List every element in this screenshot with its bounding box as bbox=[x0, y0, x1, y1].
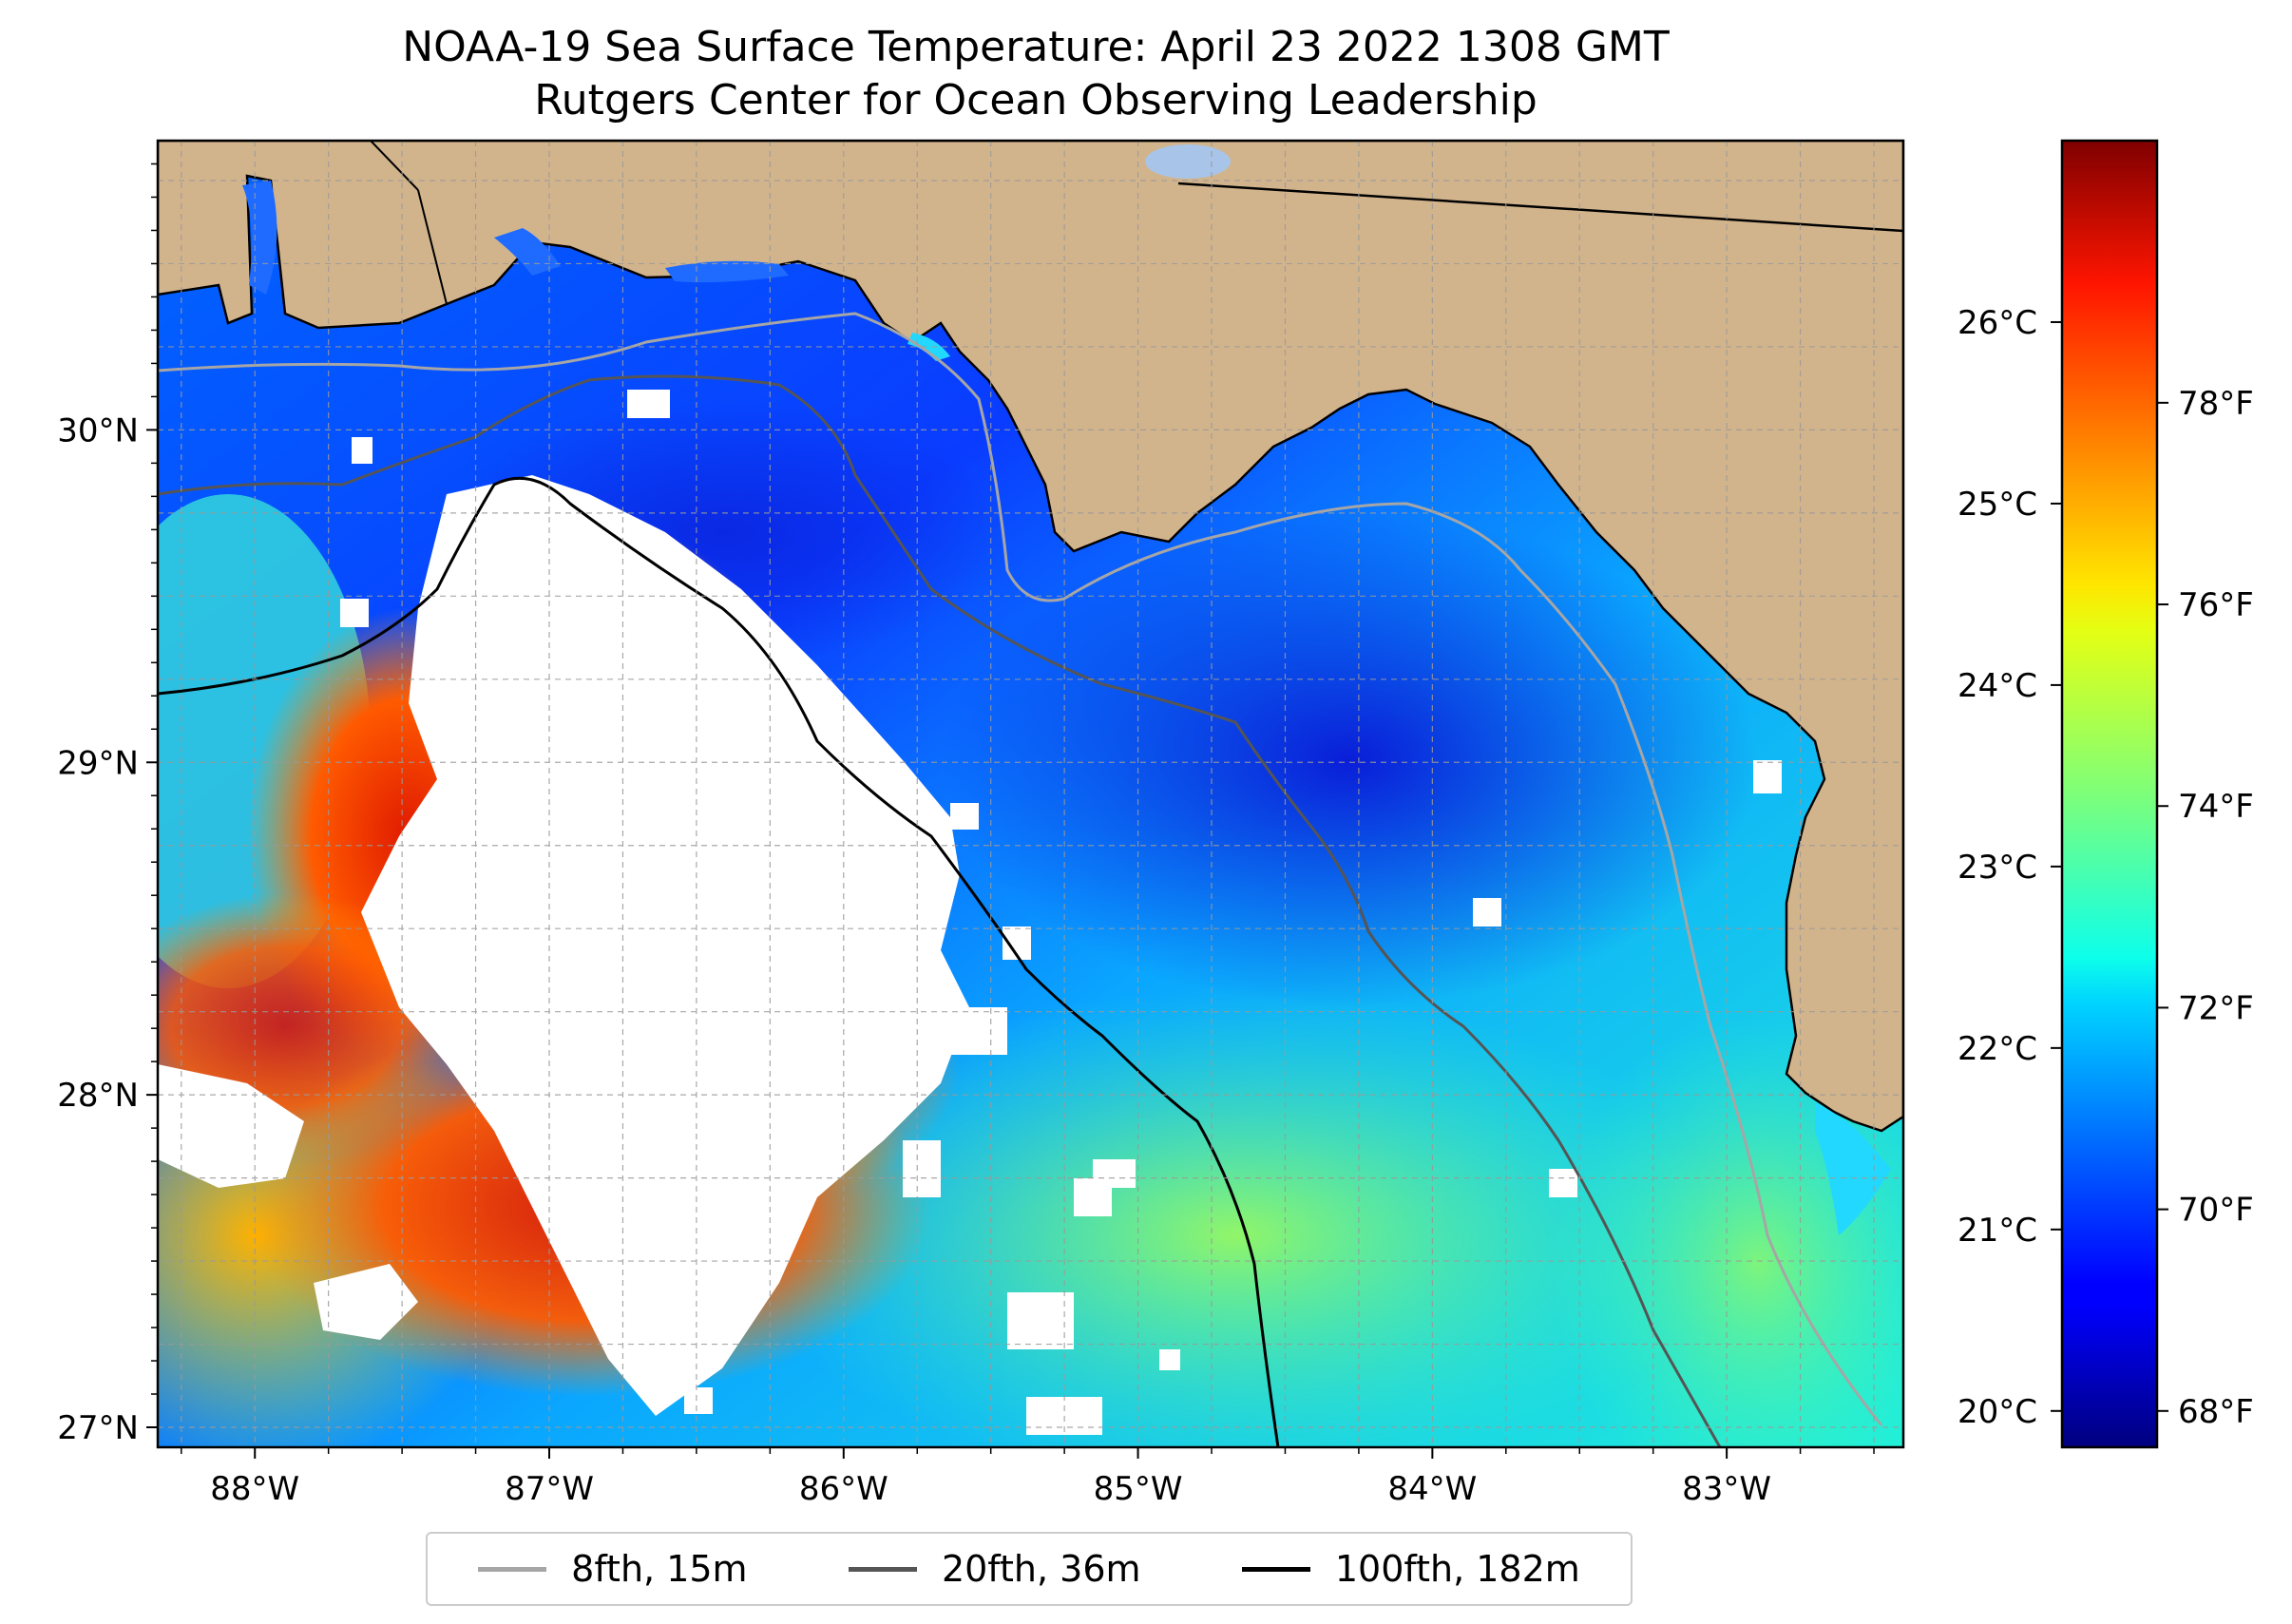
colorbar bbox=[2060, 139, 2159, 1449]
map-subtitle: Rutgers Center for Ocean Observing Leade… bbox=[534, 76, 1538, 124]
depth-contour-legend: 8fth, 15m 20fth, 36m 100fth, 182m bbox=[426, 1532, 1633, 1606]
legend-line-100fth bbox=[1241, 1566, 1310, 1572]
latitude-axis: 30°N 29°N 28°N 27°N bbox=[57, 162, 158, 1447]
celsius-tick-label: 21°C bbox=[1958, 1212, 2037, 1250]
map-frame bbox=[156, 139, 1905, 1449]
legend-line-20fth bbox=[848, 1566, 917, 1572]
fahrenheit-tick-label: 74°F bbox=[2178, 788, 2254, 826]
lon-tick-label: 88°W bbox=[210, 1470, 299, 1508]
contour-8fth bbox=[158, 312, 1883, 1426]
lat-tick-label: 27°N bbox=[57, 1409, 139, 1447]
celsius-tick-label: 24°C bbox=[1958, 667, 2037, 705]
celsius-tick-label: 22°C bbox=[1958, 1030, 2037, 1068]
colorbar-fahrenheit-axis: 68°F 70°F 72°F 74°F 76°F 78°F bbox=[2157, 385, 2254, 1431]
map-title: NOAA-19 Sea Surface Temperature: April 2… bbox=[402, 23, 1670, 71]
land-mass bbox=[158, 141, 1903, 1133]
legend-label-20fth: 20fth, 36m bbox=[941, 1548, 1141, 1590]
lon-tick-label: 87°W bbox=[505, 1470, 594, 1508]
sst-map bbox=[158, 141, 1903, 1447]
longitude-axis: 88°W 87°W 86°W 85°W 84°W 83°W bbox=[181, 1447, 1875, 1508]
lon-tick-label: 86°W bbox=[799, 1470, 888, 1508]
celsius-tick-label: 23°C bbox=[1958, 849, 2037, 887]
lat-tick-label: 30°N bbox=[57, 411, 139, 449]
state-border bbox=[1177, 182, 1903, 233]
legend-label-100fth: 100fth, 182m bbox=[1334, 1548, 1580, 1590]
legend-item-20fth: 20fth, 36m bbox=[848, 1548, 1141, 1590]
cold-water-region bbox=[941, 513, 1758, 1007]
legend-item-8fth: 8fth, 15m bbox=[478, 1548, 748, 1590]
celsius-tick-label: 25°C bbox=[1958, 486, 2037, 524]
lon-tick-label: 85°W bbox=[1094, 1470, 1183, 1508]
celsius-tick-label: 20°C bbox=[1958, 1393, 2037, 1431]
colorbar-celsius-axis: 20°C 21°C 22°C 23°C 24°C 25°C 26°C bbox=[1958, 304, 2062, 1431]
fahrenheit-tick-label: 70°F bbox=[2178, 1192, 2254, 1230]
fahrenheit-tick-label: 72°F bbox=[2178, 989, 2254, 1027]
lon-tick-label: 84°W bbox=[1387, 1470, 1477, 1508]
cloud-mask bbox=[158, 390, 1782, 1435]
contour-100fth bbox=[158, 476, 1280, 1447]
lat-tick-label: 28°N bbox=[57, 1077, 139, 1115]
lon-tick-label: 83°W bbox=[1682, 1470, 1771, 1508]
contour-20fth bbox=[158, 374, 1722, 1447]
fahrenheit-tick-label: 78°F bbox=[2178, 385, 2254, 423]
map-gridlines bbox=[158, 141, 1903, 1447]
legend-line-8fth bbox=[478, 1566, 547, 1572]
celsius-tick-label: 26°C bbox=[1958, 304, 2037, 342]
inland-lake bbox=[1145, 144, 1231, 179]
fahrenheit-tick-label: 76°F bbox=[2178, 586, 2254, 624]
legend-label-8fth: 8fth, 15m bbox=[571, 1548, 748, 1590]
legend-item-100fth: 100fth, 182m bbox=[1241, 1548, 1580, 1590]
fahrenheit-tick-label: 68°F bbox=[2178, 1393, 2254, 1431]
lat-tick-label: 29°N bbox=[57, 744, 139, 782]
shelf-water bbox=[741, 988, 1729, 1447]
